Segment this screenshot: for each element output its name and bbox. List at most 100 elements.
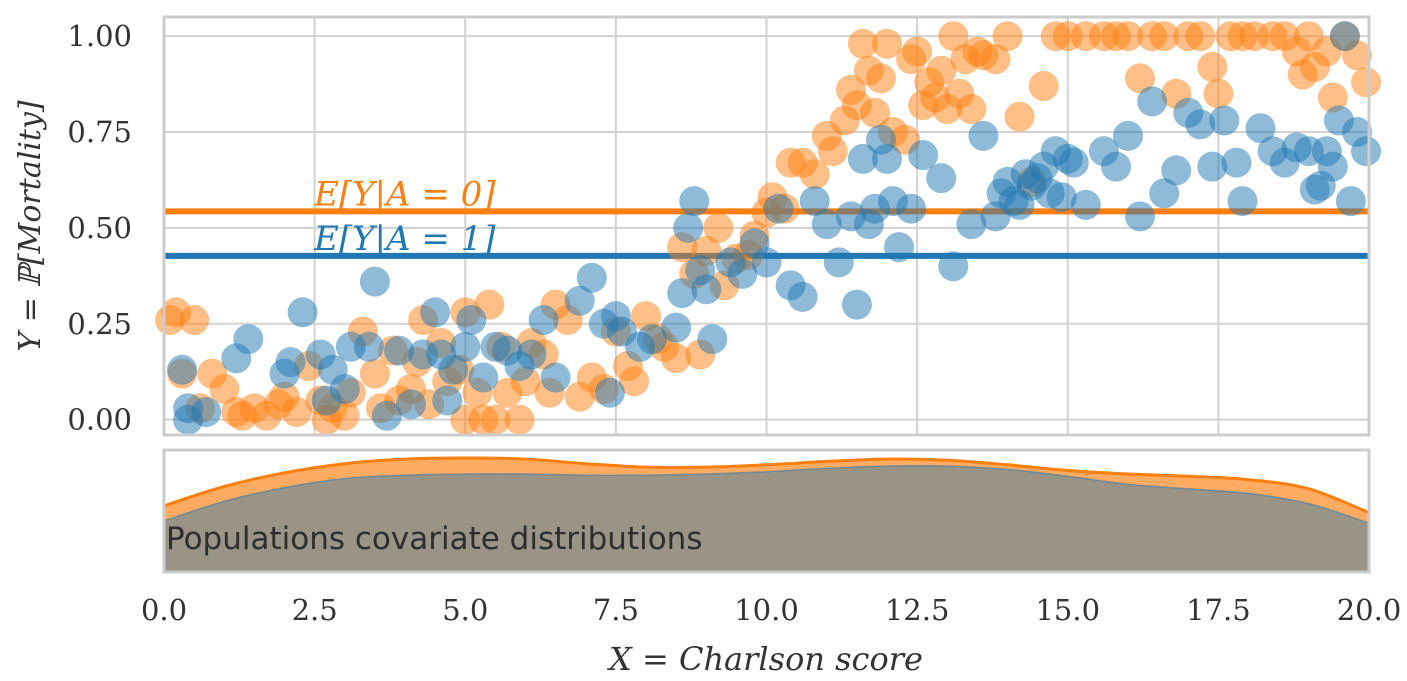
point-group-a1	[275, 347, 306, 378]
point-group-a1	[1161, 155, 1192, 186]
point-group-a1	[1351, 136, 1381, 167]
point-group-a0	[1203, 78, 1234, 109]
y-tick-label: 0.75	[67, 115, 132, 149]
density-area-a0	[162, 456, 1371, 574]
point-group-a0	[847, 28, 878, 59]
point-group-a0	[179, 305, 210, 335]
point-group-a1	[763, 193, 794, 224]
point-group-a1	[191, 397, 222, 427]
point-group-a1	[908, 140, 939, 171]
mean-label-a0: E[Y|A = 0]	[313, 174, 496, 214]
x-tick-label: 20.0	[1337, 593, 1402, 627]
point-group-a1	[1317, 151, 1348, 182]
point-group-a1	[1125, 201, 1155, 232]
x-tick-label: 10.0	[734, 593, 799, 627]
point-group-a0	[209, 374, 240, 404]
density-panel-title: Populations covariate distributions	[166, 521, 702, 557]
mean-line-labels: E[Y|A = 0] E[Y|A = 1]	[313, 174, 496, 258]
x-tick-label: 17.5	[1186, 593, 1251, 627]
point-group-a1	[847, 143, 878, 174]
point-group-a0	[1317, 82, 1348, 113]
point-group-a0	[661, 343, 692, 374]
point-group-a1	[353, 331, 384, 362]
y-tick-labels: 0.00 0.25 0.50 0.75 1.00	[67, 19, 132, 436]
point-group-a1	[329, 374, 360, 404]
point-group-a1	[1113, 120, 1143, 151]
point-group-a0	[799, 159, 830, 190]
point-group-a1	[667, 278, 698, 309]
point-group-a1	[438, 354, 469, 385]
point-group-a0	[956, 94, 987, 124]
point-group-a1	[371, 400, 402, 431]
point-group-a1	[1335, 186, 1366, 217]
y-tick-label: 1.00	[67, 19, 132, 53]
point-group-a1	[1149, 178, 1180, 209]
point-group-a1	[468, 362, 499, 393]
y-tick-label: 0.50	[67, 211, 132, 245]
scatter-points	[155, 21, 1381, 435]
point-group-a1	[516, 339, 547, 370]
point-group-a1	[1245, 113, 1276, 144]
x-tick-label: 5.0	[442, 593, 488, 627]
mean-label-a1: E[Y|A = 1]	[313, 219, 496, 259]
point-group-a1	[576, 262, 607, 293]
point-group-a0	[926, 55, 957, 86]
point-group-a1	[811, 209, 842, 240]
density-area-a1	[163, 464, 1370, 573]
point-group-a1	[926, 163, 957, 194]
point-group-a1	[956, 209, 987, 240]
y-tick-label: 0.25	[67, 307, 132, 341]
y-tick-label: 0.00	[67, 403, 132, 437]
point-group-a0	[1197, 51, 1228, 82]
point-group-a1	[872, 143, 902, 174]
point-group-a0	[1149, 21, 1180, 52]
point-group-a0	[504, 404, 535, 435]
scatter-panel-frame	[162, 15, 1371, 437]
point-group-a1	[420, 297, 451, 328]
point-group-a0	[860, 97, 890, 128]
point-group-a0	[938, 21, 969, 52]
x-tick-labels: 0.0 2.5 5.0 7.5 10.0 12.5 15.0 17.5 20.0	[141, 593, 1401, 627]
density-areas	[162, 456, 1371, 574]
point-group-a0	[902, 36, 933, 67]
point-group-a0	[866, 63, 896, 94]
point-group-a1	[1058, 147, 1089, 178]
point-group-a1	[823, 247, 854, 278]
x-tick-label: 7.5	[593, 593, 639, 627]
scatter-panel: E[Y|A = 0] E[Y|A = 1] 0.00 0.25 0.50 0.75 1.0…	[13, 15, 1381, 437]
point-group-a1	[691, 274, 722, 305]
point-group-a1	[679, 186, 710, 217]
x-tick-label: 0.0	[141, 593, 187, 627]
point-group-a1	[384, 335, 414, 366]
point-group-a1	[564, 285, 595, 316]
point-group-a1	[727, 258, 758, 289]
point-group-a0	[1113, 21, 1143, 52]
y-axis-label: Y = ℙ[Mortality]	[13, 100, 48, 352]
point-group-a0	[281, 397, 312, 427]
x-axis-label: X = Charlson score	[606, 640, 923, 678]
point-group-a1	[540, 362, 571, 393]
point-group-a0	[1028, 71, 1059, 101]
point-group-a1	[751, 247, 782, 278]
point-group-a1	[1227, 186, 1258, 217]
point-group-a1	[450, 331, 481, 362]
point-group-a1	[1209, 105, 1240, 136]
point-group-a1	[1046, 182, 1077, 213]
point-group-a1	[799, 186, 830, 217]
point-group-a1	[697, 324, 728, 355]
point-group-a0	[1351, 67, 1381, 98]
point-group-a1	[1070, 189, 1101, 220]
point-group-a1	[432, 385, 463, 416]
x-tick-label: 2.5	[292, 593, 338, 627]
point-group-a1	[287, 297, 318, 328]
point-group-a0	[703, 212, 734, 243]
point-group-a1	[661, 312, 692, 343]
point-group-a0	[631, 301, 661, 332]
point-group-a0	[619, 366, 649, 397]
point-group-a1	[896, 193, 927, 224]
point-group-a1	[841, 289, 872, 320]
point-group-a1	[233, 324, 264, 355]
point-group-a1	[1101, 151, 1131, 182]
point-group-a1	[359, 266, 390, 297]
point-group-a1	[1221, 147, 1252, 178]
